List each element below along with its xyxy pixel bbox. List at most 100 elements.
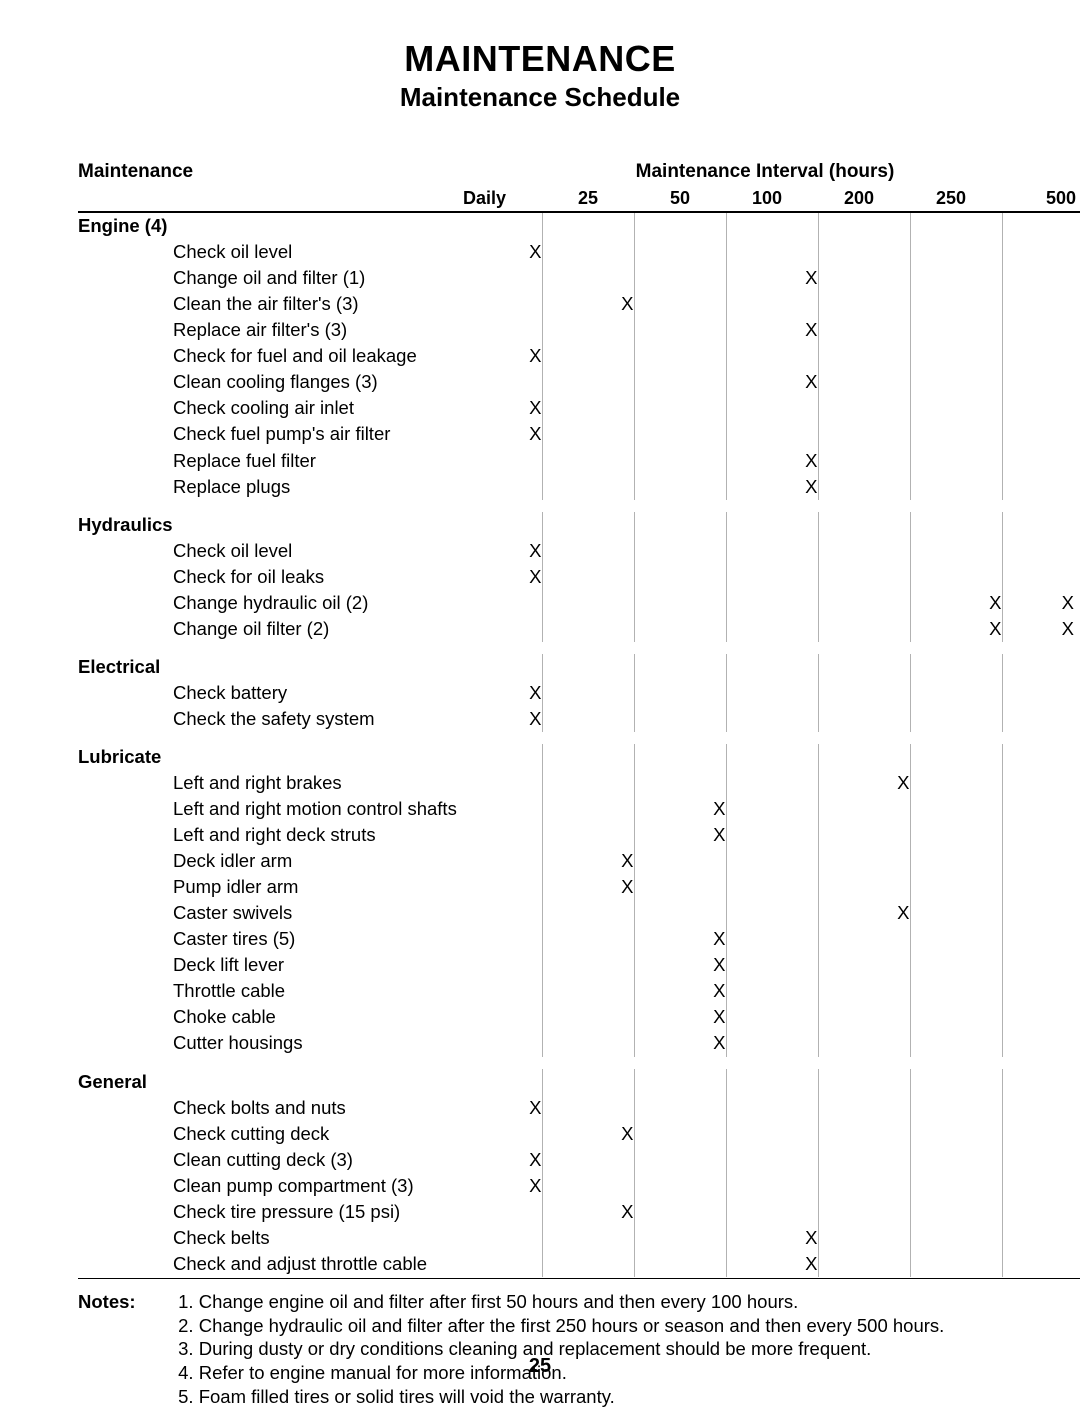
- interval-cell: [450, 1004, 542, 1030]
- interval-cell: X: [634, 926, 726, 952]
- row-pad: [78, 369, 173, 395]
- item-label: Check fuel pump's air filter: [173, 421, 450, 447]
- interval-cell: [726, 926, 818, 952]
- interval-cell: [542, 822, 634, 848]
- interval-cell: [634, 317, 726, 343]
- interval-cell: X: [818, 770, 910, 796]
- interval-cell: [450, 448, 542, 474]
- interval-cell: [542, 978, 634, 1004]
- interval-cell: [726, 680, 818, 706]
- interval-cell: [634, 343, 726, 369]
- row-pad: [78, 1147, 173, 1173]
- interval-cell: [910, 770, 1002, 796]
- note-line: 1. Change engine oil and filter after fi…: [178, 1290, 944, 1314]
- table-row: Check bolts and nutsX: [78, 1095, 1080, 1121]
- row-pad: [78, 822, 173, 848]
- item-label: Clean the air filter's (3): [173, 291, 450, 317]
- interval-cell: [542, 474, 634, 500]
- interval-cell: [726, 900, 818, 926]
- interval-cell: [726, 796, 818, 822]
- empty-cell: [634, 512, 726, 538]
- section-spacer: [78, 1057, 1080, 1069]
- interval-cell: [726, 770, 818, 796]
- col-25: 25: [542, 186, 634, 212]
- interval-cell: [634, 706, 726, 732]
- interval-cell: [634, 1199, 726, 1225]
- empty-cell: [726, 512, 818, 538]
- item-label: Left and right deck struts: [173, 822, 450, 848]
- empty-cell: [726, 744, 818, 770]
- row-pad: [78, 1251, 173, 1277]
- section-spacer: [78, 500, 1080, 512]
- interval-cell: [542, 448, 634, 474]
- interval-cell: [450, 1121, 542, 1147]
- interval-cell: [634, 395, 726, 421]
- interval-cell: [1002, 343, 1080, 369]
- table-row: Replace air filter's (3)X: [78, 317, 1080, 343]
- interval-cell: X: [450, 421, 542, 447]
- interval-cell: [818, 680, 910, 706]
- empty-cell: [818, 654, 910, 680]
- table-head: Maintenance Maintenance Interval (hours)…: [78, 159, 1080, 212]
- interval-cell: [818, 822, 910, 848]
- interval-cell: [818, 874, 910, 900]
- table-row: Check tire pressure (15 psi)X: [78, 1199, 1080, 1225]
- section-label: Lubricate: [78, 744, 450, 770]
- interval-cell: [634, 265, 726, 291]
- interval-cell: [818, 474, 910, 500]
- table-row: Check batteryX: [78, 680, 1080, 706]
- col-200: 200: [818, 186, 910, 212]
- interval-cell: [818, 590, 910, 616]
- table-row: Check cutting deckX: [78, 1121, 1080, 1147]
- item-label: Pump idler arm: [173, 874, 450, 900]
- item-label: Check bolts and nuts: [173, 1095, 450, 1121]
- interval-cell: [726, 538, 818, 564]
- interval-cell: [542, 343, 634, 369]
- row-pad: [78, 343, 173, 369]
- interval-cell: X: [634, 952, 726, 978]
- interval-cell: [1002, 796, 1080, 822]
- row-pad: [78, 1173, 173, 1199]
- interval-cell: [634, 1147, 726, 1173]
- interval-cell: X: [1002, 616, 1080, 642]
- row-pad: [78, 1095, 173, 1121]
- interval-cell: [910, 900, 1002, 926]
- interval-cell: [818, 706, 910, 732]
- table-row: Change hydraulic oil (2)XX: [78, 590, 1080, 616]
- interval-cell: [634, 680, 726, 706]
- interval-cell: [818, 1121, 910, 1147]
- interval-cell: [1002, 395, 1080, 421]
- interval-cell: [910, 448, 1002, 474]
- section-label: Engine (4): [78, 212, 450, 239]
- interval-cell: [542, 796, 634, 822]
- interval-cell: [1002, 1225, 1080, 1251]
- empty-cell: [542, 212, 634, 239]
- interval-cell: [1002, 978, 1080, 1004]
- empty-cell: [450, 512, 542, 538]
- empty-cell: [450, 744, 542, 770]
- interval-cell: [450, 590, 542, 616]
- note-line: 2. Change hydraulic oil and filter after…: [178, 1314, 944, 1338]
- interval-cell: [542, 1251, 634, 1277]
- interval-cell: [542, 1004, 634, 1030]
- notes-lines: 1. Change engine oil and filter after fi…: [178, 1290, 944, 1408]
- interval-cell: [450, 952, 542, 978]
- interval-cell: X: [450, 1173, 542, 1199]
- interval-cell: [910, 421, 1002, 447]
- interval-cell: X: [542, 1121, 634, 1147]
- interval-cell: [726, 978, 818, 1004]
- interval-cell: [542, 590, 634, 616]
- interval-cell: [634, 1251, 726, 1277]
- item-label: Deck lift lever: [173, 952, 450, 978]
- item-label: Check oil level: [173, 538, 450, 564]
- header-pad: [78, 186, 450, 212]
- interval-cell: [726, 343, 818, 369]
- interval-cell: [1002, 926, 1080, 952]
- interval-cell: [1002, 291, 1080, 317]
- table-row: Replace plugsX: [78, 474, 1080, 500]
- interval-cell: X: [542, 291, 634, 317]
- table-row: Clean pump compartment (3)X: [78, 1173, 1080, 1199]
- interval-cell: [1002, 848, 1080, 874]
- interval-cell: [1002, 1004, 1080, 1030]
- row-pad: [78, 590, 173, 616]
